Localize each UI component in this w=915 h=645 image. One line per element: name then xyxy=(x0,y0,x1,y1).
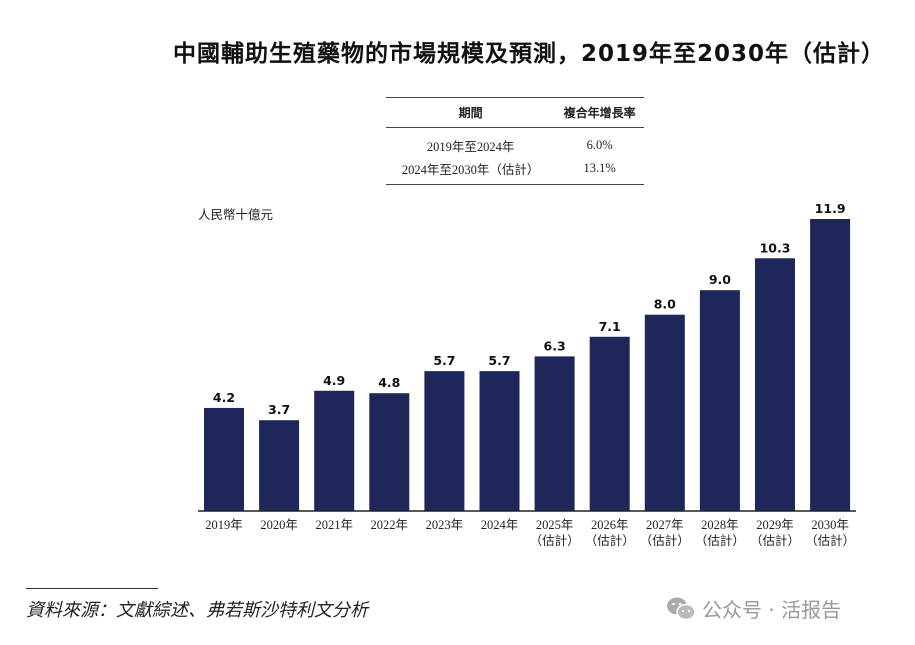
data-label: 6.3 xyxy=(544,338,566,353)
bar xyxy=(644,314,685,511)
watermark-text: 公众号 · 活报告 xyxy=(702,598,842,622)
data-label: 8.0 xyxy=(654,297,676,312)
bar xyxy=(314,390,355,511)
data-label: 7.1 xyxy=(599,319,621,334)
bar xyxy=(369,393,410,511)
cagr-table: 期間 複合年增長率 2019年至2024年 6.0% 2024年至2030年（估計）… xyxy=(386,97,644,185)
x-tick-label: 2030年 xyxy=(811,518,849,532)
x-tick-label: 2021年 xyxy=(315,518,353,532)
chart-title: 中國輔助生殖藥物的市場規模及預測，2019年至2030年（估計） xyxy=(172,41,885,67)
wechat-icon xyxy=(667,597,696,620)
table-header: 複合年增長率 xyxy=(555,97,644,128)
x-tick-label: 2027年 xyxy=(646,518,684,532)
table-cell: 2019年至2024年 xyxy=(426,140,515,154)
source-divider xyxy=(26,588,158,589)
watermark: 公众号 · 活报告 xyxy=(666,594,841,623)
data-label: 11.9 xyxy=(815,201,846,216)
x-tick-sublabel: （估計） xyxy=(530,533,580,548)
x-tick-label: 2020年 xyxy=(260,518,298,532)
data-label: 10.3 xyxy=(760,240,791,255)
x-tick-sublabel: （估計） xyxy=(640,533,690,548)
bar xyxy=(755,258,795,511)
table-cell: 2024年至2030年（估計） xyxy=(386,157,556,185)
data-label: 5.7 xyxy=(488,353,510,368)
x-tick-label: 2026年 xyxy=(591,518,629,532)
data-label: 4.8 xyxy=(378,375,400,390)
x-tick-label: 2022年 xyxy=(371,518,409,532)
bar xyxy=(259,420,300,511)
table-cell: 6.0% xyxy=(586,138,613,152)
x-tick-label: 2029年 xyxy=(756,518,794,532)
data-label: 3.7 xyxy=(268,402,290,417)
table-header: 期間 xyxy=(386,97,556,128)
x-tick-label: 2024年 xyxy=(481,518,519,532)
x-tick-label: 2019年 xyxy=(205,518,243,532)
source-note: 資料來源：文獻綜述、弗若斯沙特利文分析 xyxy=(26,600,368,621)
bar xyxy=(810,219,851,511)
x-tick-label: 2023年 xyxy=(426,518,464,532)
bar xyxy=(424,371,465,511)
data-label: 5.7 xyxy=(433,353,455,368)
bar xyxy=(479,371,520,511)
x-tick-label: 2025年 xyxy=(536,518,574,532)
y-axis-unit-label: 人民幣十億元 xyxy=(198,207,274,222)
bar xyxy=(204,407,244,511)
x-tick-sublabel: （估計） xyxy=(585,533,635,548)
data-label: 4.2 xyxy=(213,390,235,405)
table-row: 2019年至2024年 6.0% xyxy=(386,128,644,158)
bar xyxy=(589,336,630,511)
bar xyxy=(534,356,575,511)
x-tick-sublabel: （估計） xyxy=(750,533,800,548)
x-tick-label: 2028年 xyxy=(701,518,739,532)
data-label: 4.9 xyxy=(323,373,345,388)
table-row: 2024年至2030年（估計） 13.1% xyxy=(386,157,644,185)
bar xyxy=(699,290,740,511)
data-label: 9.0 xyxy=(709,272,731,287)
x-tick-sublabel: （估計） xyxy=(695,533,745,548)
table-cell: 13.1% xyxy=(555,157,644,185)
x-tick-sublabel: （估計） xyxy=(805,533,855,548)
